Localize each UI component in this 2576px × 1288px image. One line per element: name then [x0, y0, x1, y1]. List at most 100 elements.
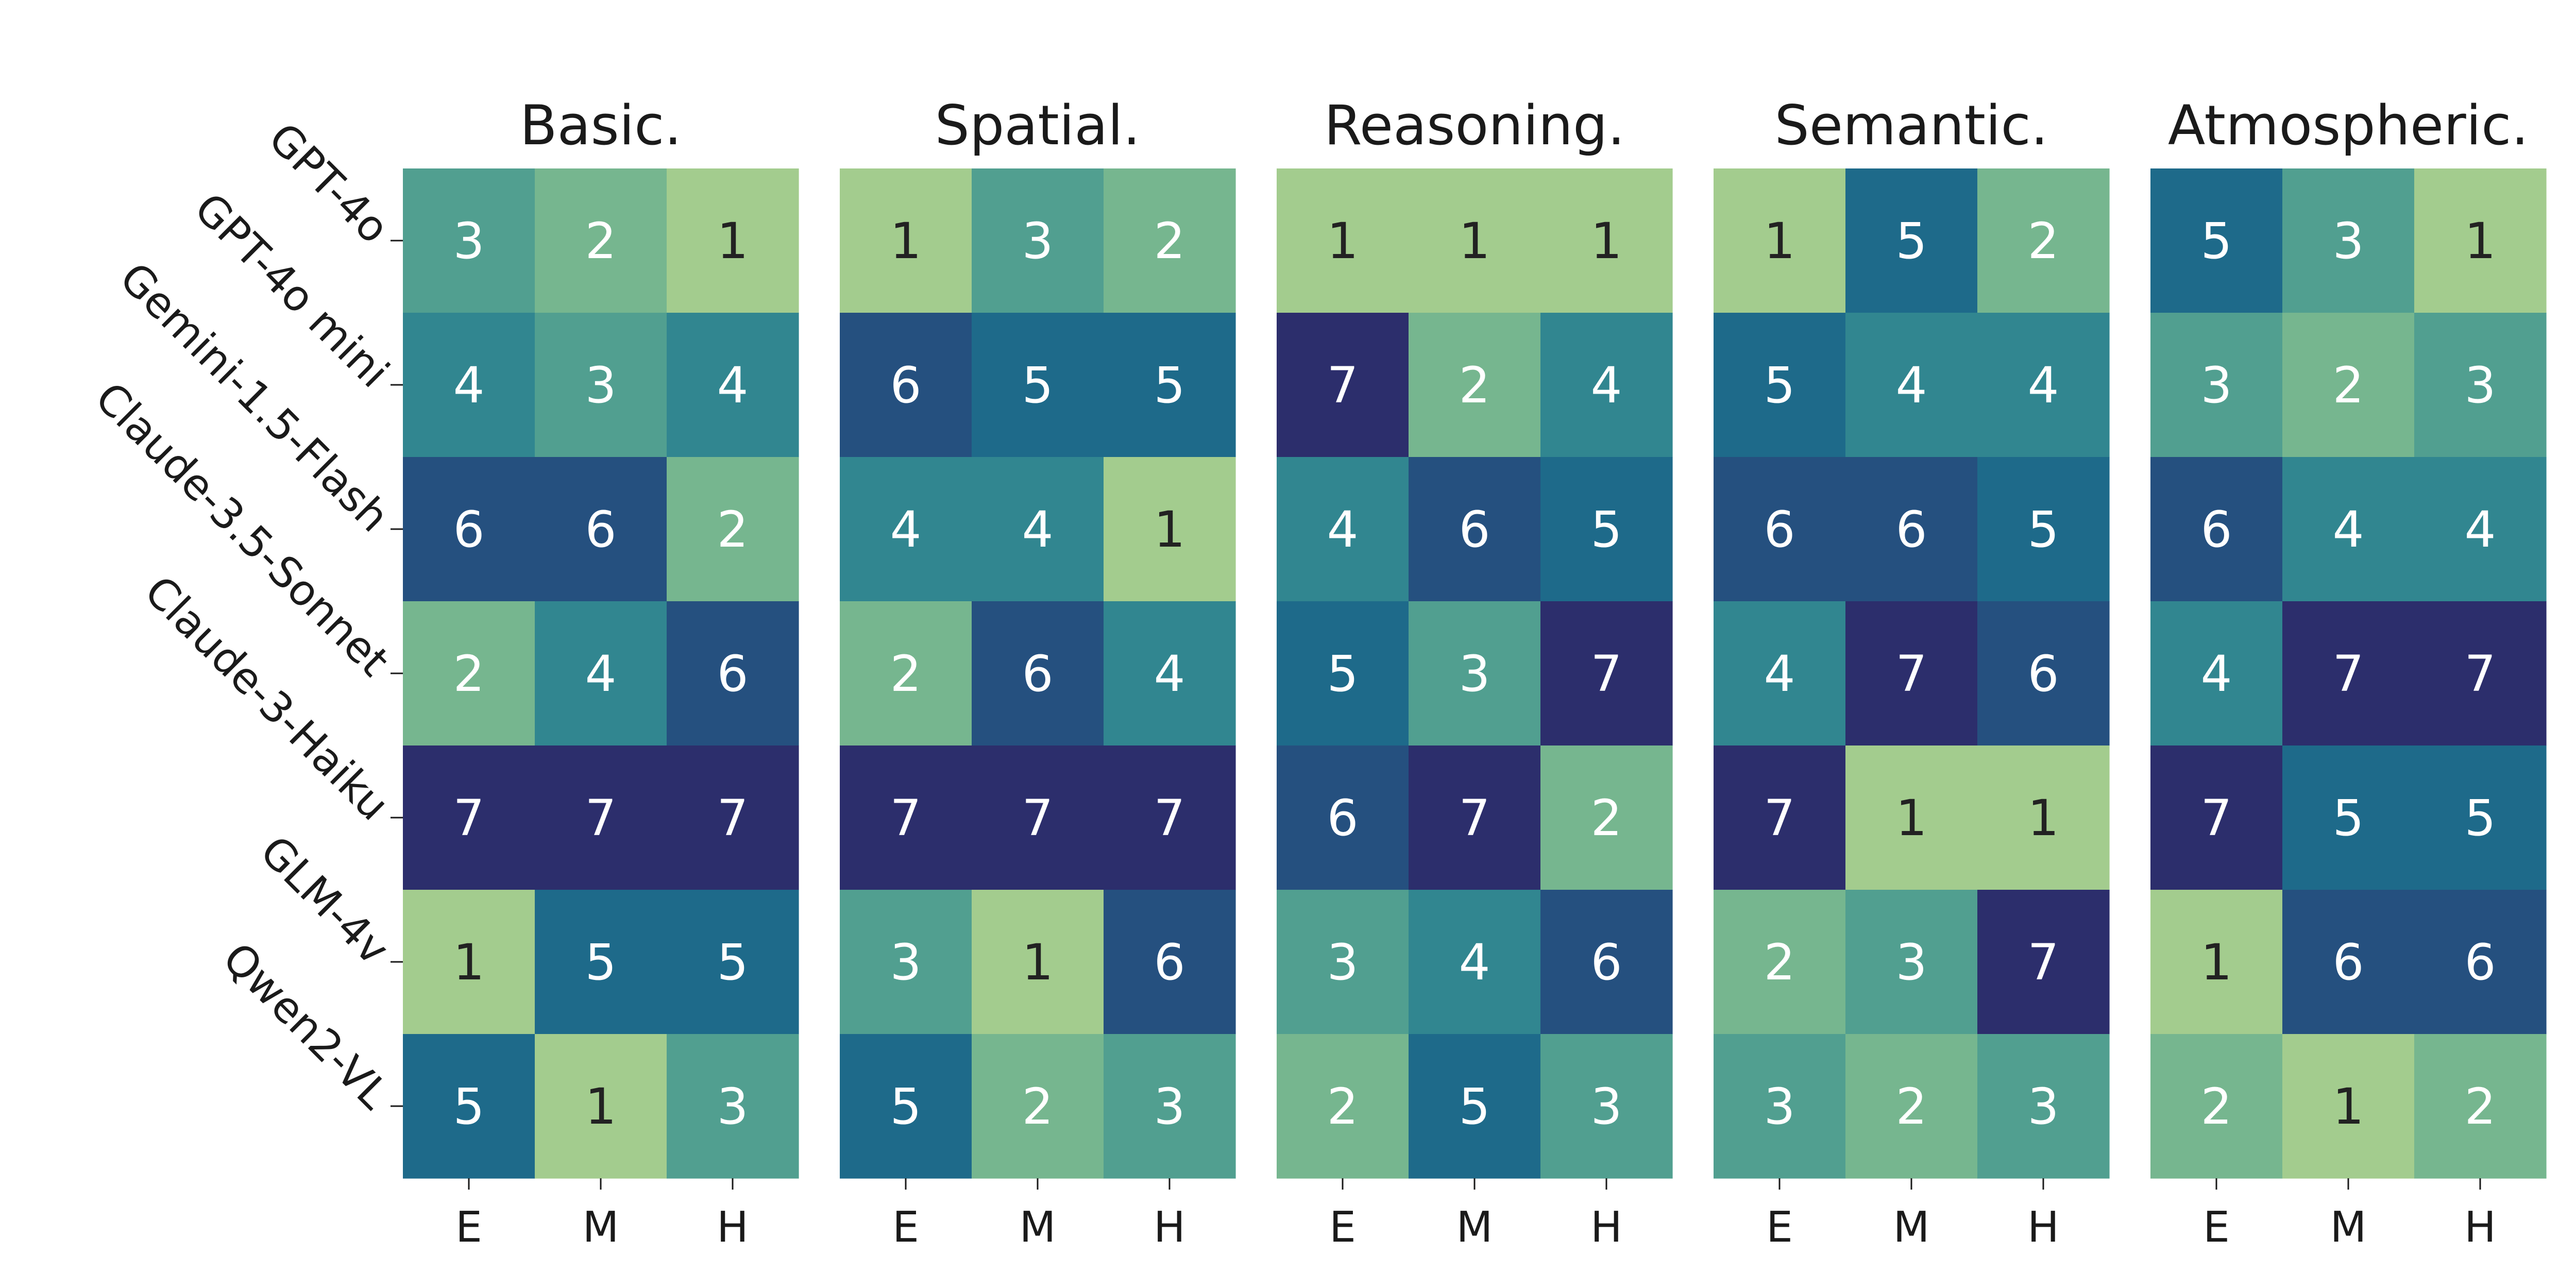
x-tick-label: H — [2464, 1203, 2496, 1252]
cell-value-label: 1 — [1022, 934, 1053, 991]
heatmap-cell — [1977, 890, 2110, 1035]
panel-title: Spatial. — [935, 94, 1141, 157]
heatmap-cell — [535, 457, 667, 602]
cell-value-label: 2 — [453, 645, 484, 703]
cell-value-label: 1 — [1327, 212, 1358, 270]
panel-title: Basic. — [520, 94, 682, 157]
cell-value-label: 1 — [890, 212, 921, 270]
heatmap-cell — [667, 313, 799, 457]
cell-value-label: 1 — [1895, 789, 1927, 847]
heatmap-cell — [2282, 168, 2415, 313]
heatmap-cell — [1277, 1034, 1409, 1179]
cell-value-label: 5 — [1327, 645, 1358, 703]
heatmap-cell — [2150, 457, 2283, 602]
heatmap-cell — [1104, 168, 1236, 313]
heatmap-cell — [1104, 890, 1236, 1035]
x-tick-label: M — [583, 1203, 619, 1252]
heatmap-cell — [1845, 601, 1978, 746]
cell-value-label: 2 — [2332, 357, 2364, 414]
cell-value-label: 6 — [1459, 501, 1490, 558]
heatmap-panel: Atmospheric. 5 3 1 3 2 3 6 4 4 4 7 7 7 5 5 1 6 6 2 1 2 E M H — [2150, 94, 2547, 1252]
x-tick-label: H — [1154, 1203, 1185, 1252]
heatmap-cell — [1714, 168, 1846, 313]
heatmap-cell — [2414, 745, 2547, 890]
cell-value-label: 6 — [2464, 934, 2496, 991]
heatmap-cell — [1104, 457, 1236, 602]
heatmap-cell — [667, 601, 799, 746]
cell-value-label: 4 — [2027, 357, 2059, 414]
cell-value-label: 7 — [1459, 789, 1490, 847]
cell-value-label: 7 — [2332, 645, 2364, 703]
cell-value-label: 3 — [1590, 1078, 1622, 1136]
heatmap-cell — [1845, 313, 1978, 457]
heatmap-cell — [667, 745, 799, 890]
cell-value-label: 6 — [2200, 501, 2232, 558]
cell-value-label: 3 — [2332, 212, 2364, 270]
cell-value-label: 6 — [585, 501, 616, 558]
cell-value-label: 2 — [1022, 1078, 1053, 1136]
x-tick-label: H — [2027, 1203, 2059, 1252]
cell-value-label: 4 — [1459, 934, 1490, 991]
heatmap-cell — [1409, 168, 1541, 313]
cell-value-label: 6 — [1327, 789, 1358, 847]
cell-value-label: 3 — [1327, 934, 1358, 991]
heatmap-cell — [1409, 745, 1541, 890]
heatmap-cell — [403, 457, 535, 602]
cell-value-label: 1 — [2464, 212, 2496, 270]
heatmap-cell — [403, 1034, 535, 1179]
cell-value-label: 5 — [1459, 1078, 1490, 1136]
heatmap-cell — [1409, 890, 1541, 1035]
heatmap-cell — [1714, 457, 1846, 602]
heatmap-cell — [1977, 457, 2110, 602]
heatmap-cell — [1409, 1034, 1541, 1179]
heatmap-cell — [1540, 890, 1673, 1035]
cell-value-label: 5 — [2332, 789, 2364, 847]
cell-value-label: 5 — [1022, 357, 1053, 414]
cell-value-label: 1 — [2200, 934, 2232, 991]
panel-title: Reasoning. — [1324, 94, 1625, 157]
heatmap-cell — [1409, 601, 1541, 746]
heatmap-cell — [1409, 457, 1541, 602]
y-tick-label-model: GLM-4v — [250, 827, 398, 975]
heatmap-cell — [840, 1034, 972, 1179]
x-tick-label: M — [2330, 1203, 2367, 1252]
heatmap-cell — [2414, 457, 2547, 602]
heatmap-cell — [2150, 168, 2283, 313]
cell-value-label: 6 — [1590, 934, 1622, 991]
heatmap-panel: Semantic. 1 5 2 5 4 4 6 6 5 4 7 6 7 1 1 2 3 7 3 2 3 E M H — [1714, 94, 2110, 1252]
cell-value-label: 7 — [1154, 789, 1185, 847]
cell-value-label: 3 — [1154, 1078, 1185, 1136]
cell-value-label: 5 — [2027, 501, 2059, 558]
heatmap-cell — [535, 313, 667, 457]
cell-value-label: 7 — [1022, 789, 1053, 847]
cell-value-label: 5 — [585, 934, 616, 991]
cell-value-label: 6 — [1154, 934, 1185, 991]
heatmap-panel: Spatial.1 3 26 5 54 4 12 6 47 7 73 1 65 2 3E M H — [840, 94, 1236, 1252]
heatmap-cell — [2150, 890, 2283, 1035]
cell-value-label: 6 — [2027, 645, 2059, 703]
heatmap-cell — [1977, 601, 2110, 746]
cell-value-label: 6 — [2332, 934, 2364, 991]
cell-value-label: 4 — [453, 357, 484, 414]
heatmap-cell — [2282, 601, 2415, 746]
heatmap-cell — [840, 168, 972, 313]
heatmap-cell — [403, 890, 535, 1035]
cell-value-label: 3 — [453, 212, 484, 270]
heatmap-cell — [972, 745, 1104, 890]
heatmap-cell — [972, 601, 1104, 746]
cell-value-label: 3 — [717, 1078, 748, 1136]
heatmap-cell — [1277, 313, 1409, 457]
heatmap-cell — [403, 313, 535, 457]
x-tick-label: E — [2203, 1203, 2230, 1252]
cell-value-label: 4 — [2464, 501, 2496, 558]
cell-value-label: 5 — [890, 1078, 921, 1136]
heatmap-cell — [840, 457, 972, 602]
heatmap-cell — [2150, 1034, 2283, 1179]
cell-value-label: 6 — [890, 357, 921, 414]
cell-value-label: 7 — [2027, 934, 2059, 991]
cell-value-label: 7 — [1764, 789, 1795, 847]
heatmap-cell — [2150, 745, 2283, 890]
heatmap-cell — [840, 890, 972, 1035]
x-tick-label: E — [892, 1203, 919, 1252]
cell-value-label: 4 — [1764, 645, 1795, 703]
